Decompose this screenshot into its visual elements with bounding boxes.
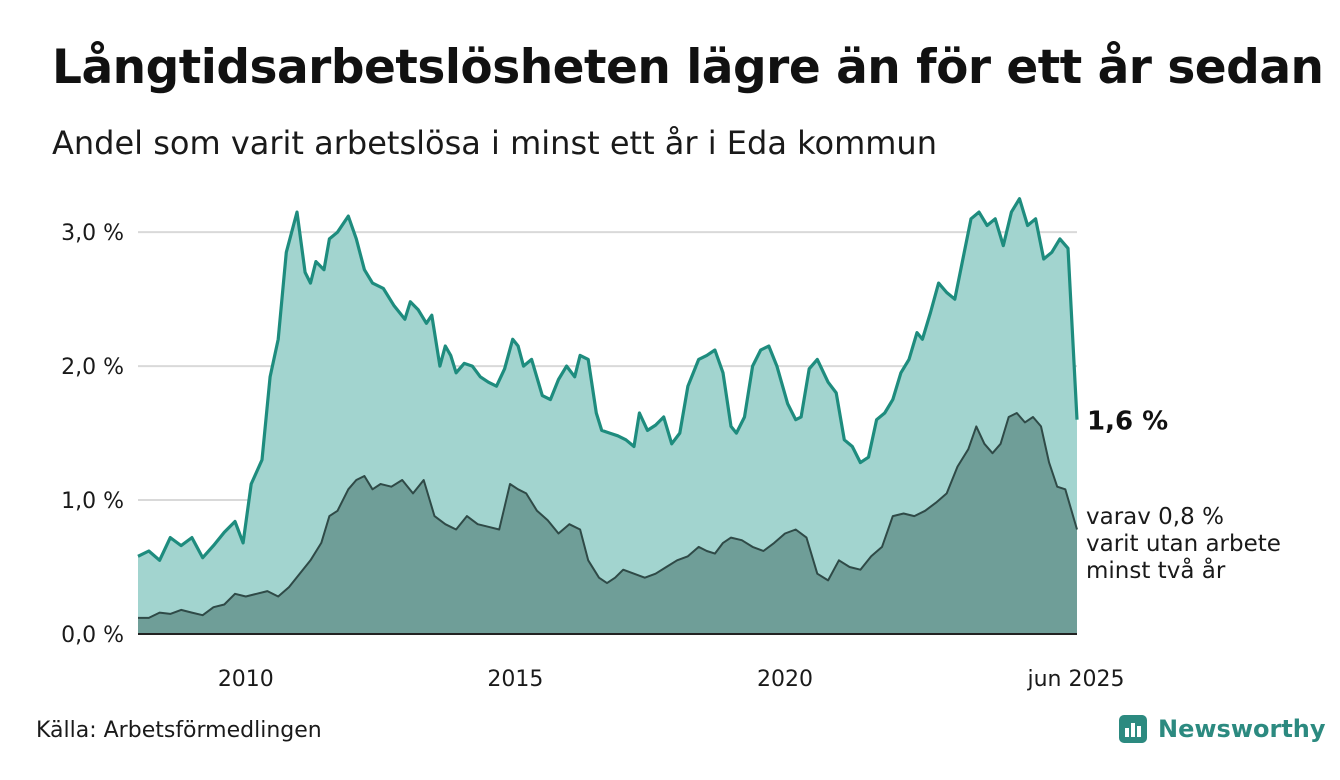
chart-title: Långtidsarbetslösheten lägre än för ett … (52, 40, 1324, 95)
annotation-sub-label-line: minst två år (1086, 556, 1226, 584)
newsworthy-logo-icon (1119, 715, 1147, 743)
y-tick-label: 1,0 % (61, 489, 124, 514)
area-two-year (138, 413, 1077, 634)
source-note: Källa: Arbetsförmedlingen (36, 718, 322, 743)
y-tick-label: 2,0 % (61, 355, 124, 380)
brand-name: Newsworthy (1158, 715, 1326, 743)
annotation-sub-label-line: varav 0,8 % (1086, 504, 1224, 530)
line-two-year (138, 412, 1078, 619)
x-tick-label: 2015 (487, 667, 543, 692)
x-tick-label: 2010 (218, 667, 274, 692)
y-tick-label: 3,0 % (61, 221, 124, 246)
x-tick-label: jun 2025 (1027, 667, 1125, 692)
x-tick-label: 2020 (757, 667, 813, 692)
chart-subtitle: Andel som varit arbetslösa i minst ett å… (52, 124, 937, 162)
y-tick-label: 0,0 % (61, 623, 124, 648)
brand: Newsworthy (1118, 714, 1326, 744)
line-one-year (137, 197, 1079, 562)
annotation-sub-label-line: varit utan arbete (1086, 531, 1281, 557)
chart-svg: 0,0 % 1,0 % 2,0 % 3,0 % 2010 2015 2020 jun 2025… (61, 197, 1281, 692)
annotation-last-value: 1,6 % (1087, 407, 1168, 437)
